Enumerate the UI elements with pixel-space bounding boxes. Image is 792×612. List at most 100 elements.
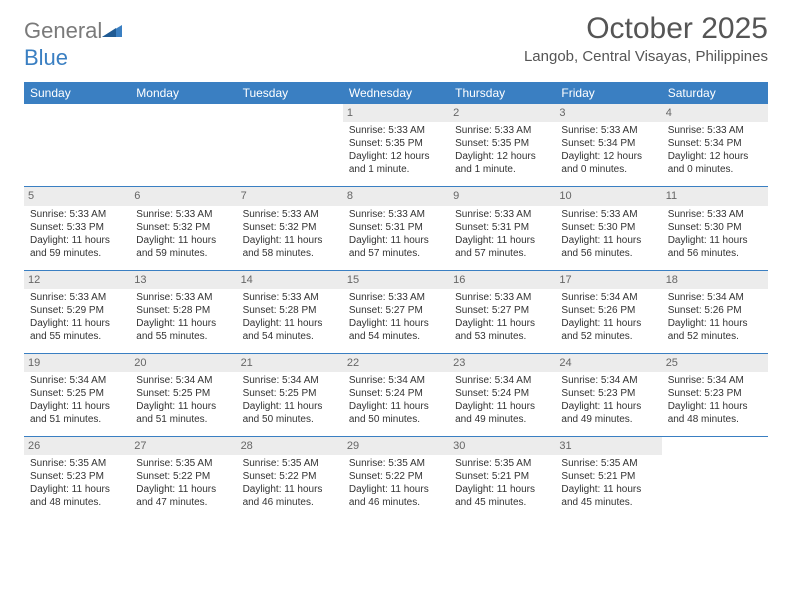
sunrise-text: Sunrise: 5:33 AM	[668, 124, 762, 137]
daylight-text: Daylight: 11 hours and 49 minutes.	[455, 400, 549, 426]
sunrise-text: Sunrise: 5:33 AM	[243, 291, 337, 304]
calendar-day-cell: 18Sunrise: 5:34 AMSunset: 5:26 PMDayligh…	[662, 270, 768, 353]
calendar-day-cell: 24Sunrise: 5:34 AMSunset: 5:23 PMDayligh…	[555, 353, 661, 436]
sunrise-text: Sunrise: 5:35 AM	[455, 457, 549, 470]
logo-part1: General	[24, 18, 102, 43]
page-heading: October 2025 Langob, Central Visayas, Ph…	[524, 12, 768, 65]
sunset-text: Sunset: 5:33 PM	[30, 221, 124, 234]
sunset-text: Sunset: 5:22 PM	[349, 470, 443, 483]
logo-part2: Blue	[24, 45, 68, 70]
weekday-header: Saturday	[662, 82, 768, 104]
calendar-day-cell: 13Sunrise: 5:33 AMSunset: 5:28 PMDayligh…	[130, 270, 236, 353]
day-number: 1	[343, 104, 449, 122]
sunset-text: Sunset: 5:29 PM	[30, 304, 124, 317]
page-subtitle: Langob, Central Visayas, Philippines	[524, 48, 768, 65]
calendar-day-cell: 19Sunrise: 5:34 AMSunset: 5:25 PMDayligh…	[24, 353, 130, 436]
daylight-text: Daylight: 11 hours and 48 minutes.	[30, 483, 124, 509]
daylight-text: Daylight: 11 hours and 45 minutes.	[455, 483, 549, 509]
weekday-header: Thursday	[449, 82, 555, 104]
sunset-text: Sunset: 5:31 PM	[455, 221, 549, 234]
calendar-day-cell	[662, 437, 768, 520]
daylight-text: Daylight: 11 hours and 56 minutes.	[561, 234, 655, 260]
sunset-text: Sunset: 5:22 PM	[243, 470, 337, 483]
sunset-text: Sunset: 5:24 PM	[455, 387, 549, 400]
day-number: 18	[662, 271, 768, 289]
calendar-day-cell: 29Sunrise: 5:35 AMSunset: 5:22 PMDayligh…	[343, 437, 449, 520]
calendar-week-row: 19Sunrise: 5:34 AMSunset: 5:25 PMDayligh…	[24, 353, 768, 436]
calendar-day-cell	[237, 104, 343, 187]
day-number: 14	[237, 271, 343, 289]
day-number: 17	[555, 271, 661, 289]
sunrise-text: Sunrise: 5:33 AM	[30, 291, 124, 304]
daylight-text: Daylight: 12 hours and 0 minutes.	[561, 150, 655, 176]
calendar-week-row: 1Sunrise: 5:33 AMSunset: 5:35 PMDaylight…	[24, 104, 768, 187]
calendar: SundayMondayTuesdayWednesdayThursdayFrid…	[24, 82, 768, 519]
daylight-text: Daylight: 11 hours and 50 minutes.	[349, 400, 443, 426]
day-number: 29	[343, 437, 449, 455]
calendar-day-cell: 8Sunrise: 5:33 AMSunset: 5:31 PMDaylight…	[343, 187, 449, 270]
day-number: 9	[449, 187, 555, 205]
sunset-text: Sunset: 5:23 PM	[561, 387, 655, 400]
sunset-text: Sunset: 5:30 PM	[668, 221, 762, 234]
sunrise-text: Sunrise: 5:33 AM	[455, 208, 549, 221]
sunset-text: Sunset: 5:22 PM	[136, 470, 230, 483]
daylight-text: Daylight: 11 hours and 59 minutes.	[30, 234, 124, 260]
weekday-header: Sunday	[24, 82, 130, 104]
sunset-text: Sunset: 5:26 PM	[561, 304, 655, 317]
daylight-text: Daylight: 11 hours and 49 minutes.	[561, 400, 655, 426]
day-number: 16	[449, 271, 555, 289]
calendar-day-cell: 15Sunrise: 5:33 AMSunset: 5:27 PMDayligh…	[343, 270, 449, 353]
weekday-header-row: SundayMondayTuesdayWednesdayThursdayFrid…	[24, 82, 768, 104]
calendar-week-row: 26Sunrise: 5:35 AMSunset: 5:23 PMDayligh…	[24, 437, 768, 520]
day-number: 7	[237, 187, 343, 205]
calendar-day-cell: 17Sunrise: 5:34 AMSunset: 5:26 PMDayligh…	[555, 270, 661, 353]
sunset-text: Sunset: 5:23 PM	[30, 470, 124, 483]
day-number: 8	[343, 187, 449, 205]
calendar-week-row: 12Sunrise: 5:33 AMSunset: 5:29 PMDayligh…	[24, 270, 768, 353]
daylight-text: Daylight: 11 hours and 55 minutes.	[136, 317, 230, 343]
sunset-text: Sunset: 5:25 PM	[243, 387, 337, 400]
day-number: 5	[24, 187, 130, 205]
day-number: 26	[24, 437, 130, 455]
day-number: 6	[130, 187, 236, 205]
sunset-text: Sunset: 5:23 PM	[668, 387, 762, 400]
sunrise-text: Sunrise: 5:33 AM	[668, 208, 762, 221]
sunset-text: Sunset: 5:25 PM	[136, 387, 230, 400]
calendar-day-cell: 22Sunrise: 5:34 AMSunset: 5:24 PMDayligh…	[343, 353, 449, 436]
calendar-day-cell: 7Sunrise: 5:33 AMSunset: 5:32 PMDaylight…	[237, 187, 343, 270]
sunrise-text: Sunrise: 5:34 AM	[30, 374, 124, 387]
sunrise-text: Sunrise: 5:33 AM	[455, 291, 549, 304]
calendar-day-cell	[130, 104, 236, 187]
daylight-text: Daylight: 12 hours and 1 minute.	[349, 150, 443, 176]
day-number: 24	[555, 354, 661, 372]
daylight-text: Daylight: 11 hours and 47 minutes.	[136, 483, 230, 509]
sunrise-text: Sunrise: 5:34 AM	[668, 374, 762, 387]
sunset-text: Sunset: 5:31 PM	[349, 221, 443, 234]
day-number: 10	[555, 187, 661, 205]
sunset-text: Sunset: 5:27 PM	[455, 304, 549, 317]
calendar-day-cell: 9Sunrise: 5:33 AMSunset: 5:31 PMDaylight…	[449, 187, 555, 270]
calendar-day-cell: 4Sunrise: 5:33 AMSunset: 5:34 PMDaylight…	[662, 104, 768, 187]
sunrise-text: Sunrise: 5:35 AM	[561, 457, 655, 470]
sunrise-text: Sunrise: 5:34 AM	[349, 374, 443, 387]
day-number: 31	[555, 437, 661, 455]
weekday-header: Monday	[130, 82, 236, 104]
calendar-day-cell: 25Sunrise: 5:34 AMSunset: 5:23 PMDayligh…	[662, 353, 768, 436]
sunrise-text: Sunrise: 5:33 AM	[349, 291, 443, 304]
sunset-text: Sunset: 5:30 PM	[561, 221, 655, 234]
sunrise-text: Sunrise: 5:33 AM	[349, 208, 443, 221]
day-number: 12	[24, 271, 130, 289]
daylight-text: Daylight: 11 hours and 48 minutes.	[668, 400, 762, 426]
day-number: 11	[662, 187, 768, 205]
sunrise-text: Sunrise: 5:34 AM	[136, 374, 230, 387]
calendar-body: 1Sunrise: 5:33 AMSunset: 5:35 PMDaylight…	[24, 104, 768, 519]
sunset-text: Sunset: 5:28 PM	[136, 304, 230, 317]
calendar-day-cell: 6Sunrise: 5:33 AMSunset: 5:32 PMDaylight…	[130, 187, 236, 270]
calendar-day-cell	[24, 104, 130, 187]
sunrise-text: Sunrise: 5:33 AM	[349, 124, 443, 137]
sunset-text: Sunset: 5:21 PM	[455, 470, 549, 483]
sunset-text: Sunset: 5:35 PM	[349, 137, 443, 150]
day-number: 4	[662, 104, 768, 122]
calendar-day-cell: 11Sunrise: 5:33 AMSunset: 5:30 PMDayligh…	[662, 187, 768, 270]
brand-logo: General Blue	[24, 18, 122, 71]
